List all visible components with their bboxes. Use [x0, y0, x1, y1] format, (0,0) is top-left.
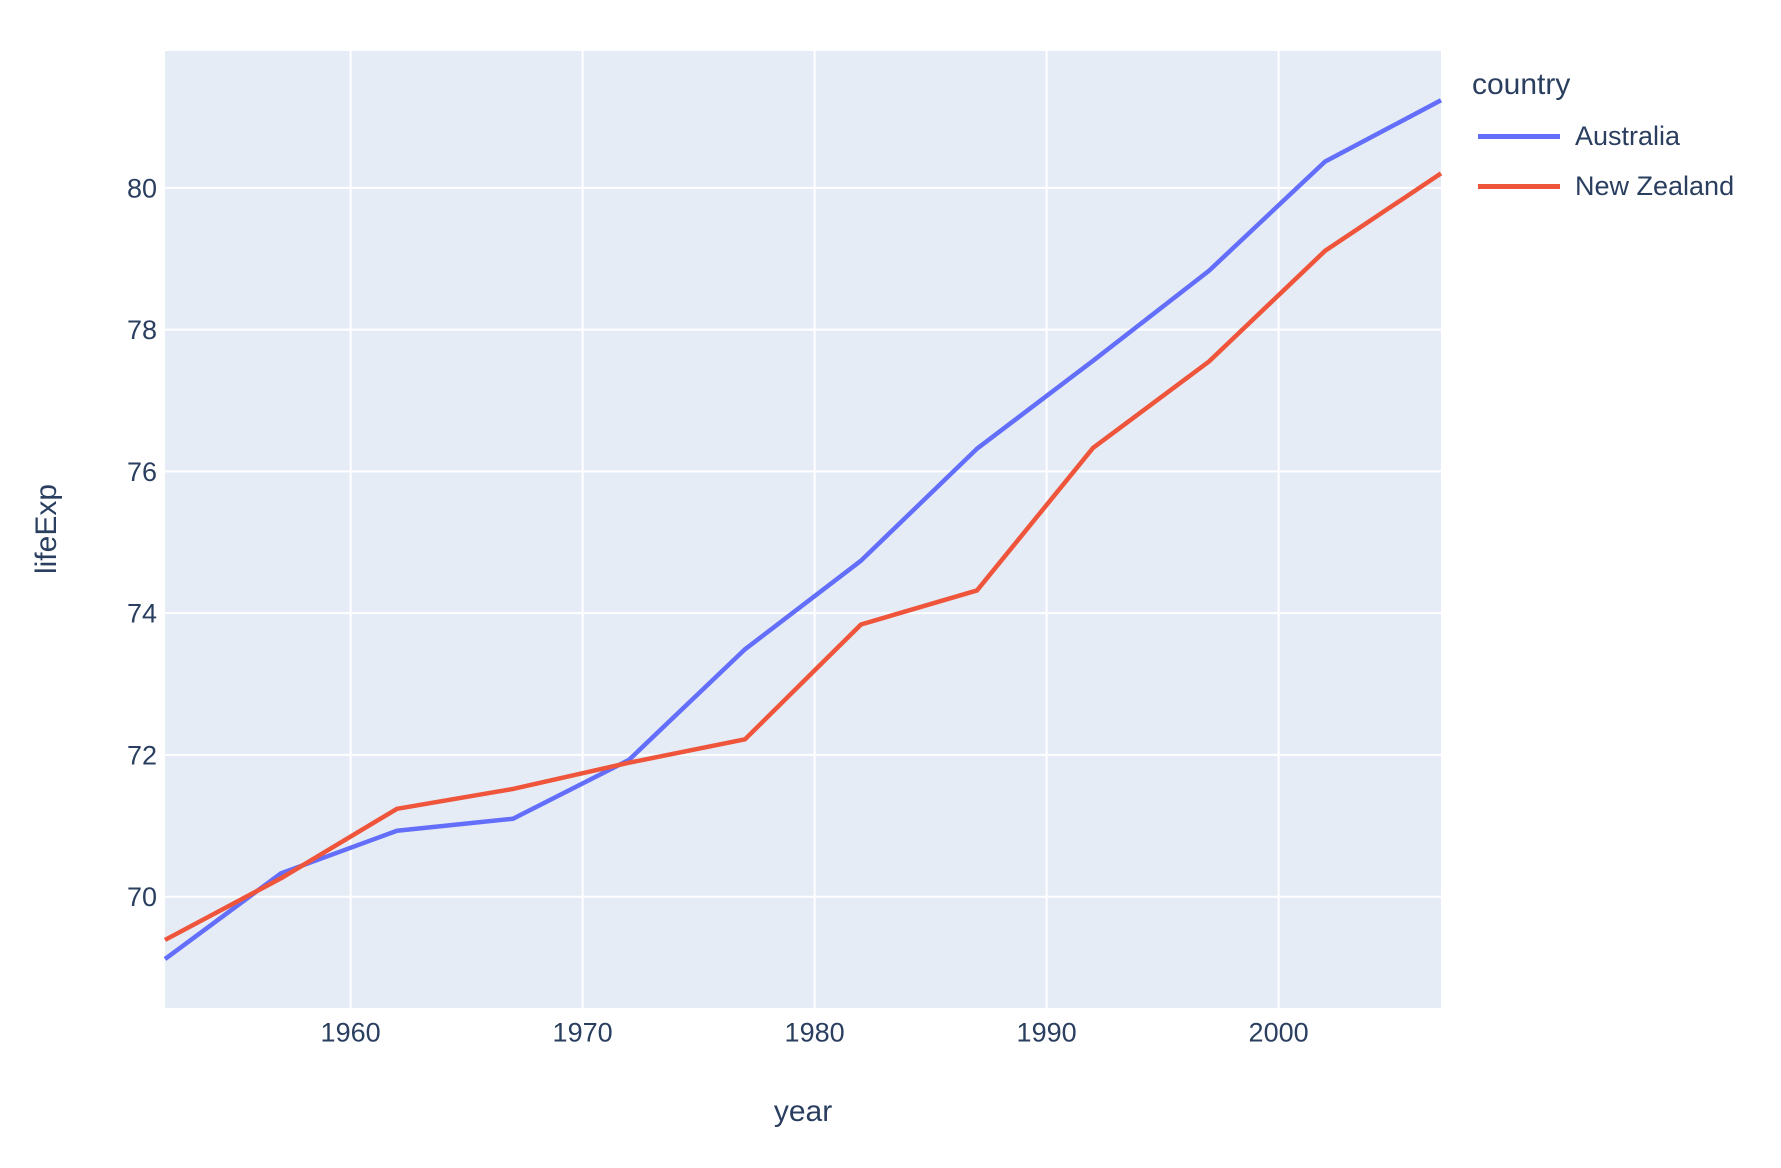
legend-item-label: New Zealand: [1575, 170, 1735, 201]
y-tick-label: 80: [127, 173, 157, 203]
y-tick-label: 74: [127, 599, 157, 629]
y-tick-label: 76: [127, 457, 157, 487]
y-tick-label: 72: [127, 740, 157, 770]
legend-item-label: Australia: [1575, 120, 1681, 151]
y-tick-label: 70: [127, 882, 157, 912]
y-axis-title: lifeExp: [30, 483, 63, 575]
x-tick-label: 1960: [321, 1017, 381, 1047]
plot-area[interactable]: [165, 51, 1441, 1008]
x-tick-label: 1970: [553, 1017, 613, 1047]
x-tick-label: 2000: [1249, 1017, 1309, 1047]
legend-item-australia[interactable]: Australia: [1478, 116, 1734, 156]
x-tick-label: 1990: [1017, 1017, 1077, 1047]
x-axis-title: year: [773, 1095, 833, 1128]
legend-title: country: [1472, 68, 1571, 101]
legend-line-swatch-australia: [1478, 133, 1560, 139]
legend: country Australia New Zealand: [1472, 64, 1734, 206]
x-tick-label: 1980: [785, 1017, 845, 1047]
y-tick-label: 78: [127, 315, 157, 345]
legend-line-swatch-new-zealand: [1478, 183, 1560, 189]
series-line-new-zealand[interactable]: [163, 171, 1443, 942]
legend-item-new-zealand[interactable]: New Zealand: [1478, 166, 1734, 206]
series-line-australia[interactable]: [163, 98, 1443, 961]
